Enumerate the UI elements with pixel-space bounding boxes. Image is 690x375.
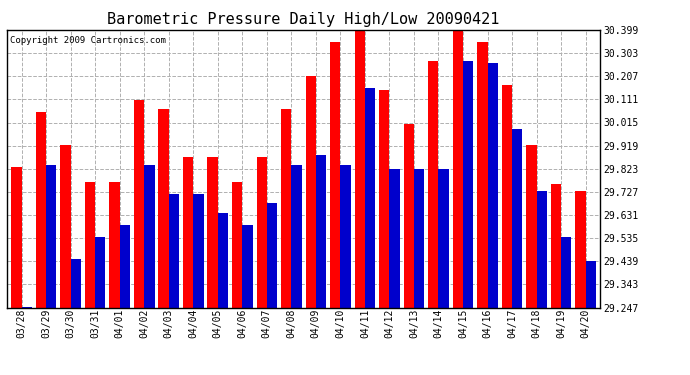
Bar [218, 213, 228, 308]
Bar [11, 167, 21, 308]
Bar [316, 155, 326, 308]
Bar [95, 237, 106, 308]
Bar [438, 170, 449, 308]
Bar [428, 61, 438, 308]
Bar [46, 165, 57, 308]
Bar [208, 158, 218, 308]
Bar [551, 184, 561, 308]
Bar [502, 85, 512, 308]
Bar [183, 158, 193, 308]
Bar [453, 25, 463, 307]
Bar [586, 261, 596, 308]
Bar [488, 63, 497, 308]
Bar [379, 90, 389, 308]
Bar [306, 75, 316, 308]
Bar [242, 225, 253, 308]
Bar [512, 129, 522, 308]
Bar [291, 165, 302, 308]
Bar [389, 170, 400, 308]
Bar [70, 259, 81, 308]
Bar [60, 146, 70, 308]
Bar [526, 146, 537, 308]
Bar [169, 194, 179, 308]
Bar [36, 112, 46, 308]
Bar [144, 165, 155, 308]
Bar [355, 30, 365, 308]
Bar [134, 100, 144, 308]
Text: Copyright 2009 Cartronics.com: Copyright 2009 Cartronics.com [10, 36, 166, 45]
Bar [21, 307, 32, 308]
Bar [537, 191, 547, 308]
Bar [110, 182, 119, 308]
Bar [477, 42, 488, 308]
Bar [232, 182, 242, 308]
Bar [340, 165, 351, 308]
Bar [193, 194, 204, 308]
Bar [257, 158, 267, 308]
Bar [281, 109, 291, 307]
Bar [561, 237, 571, 308]
Bar [463, 61, 473, 308]
Bar [404, 124, 414, 308]
Bar [85, 182, 95, 308]
Bar [414, 170, 424, 308]
Bar [267, 203, 277, 308]
Title: Barometric Pressure Daily High/Low 20090421: Barometric Pressure Daily High/Low 20090… [108, 12, 500, 27]
Bar [119, 225, 130, 308]
Bar [575, 191, 586, 308]
Bar [159, 109, 169, 307]
Bar [365, 88, 375, 308]
Bar [330, 42, 340, 308]
